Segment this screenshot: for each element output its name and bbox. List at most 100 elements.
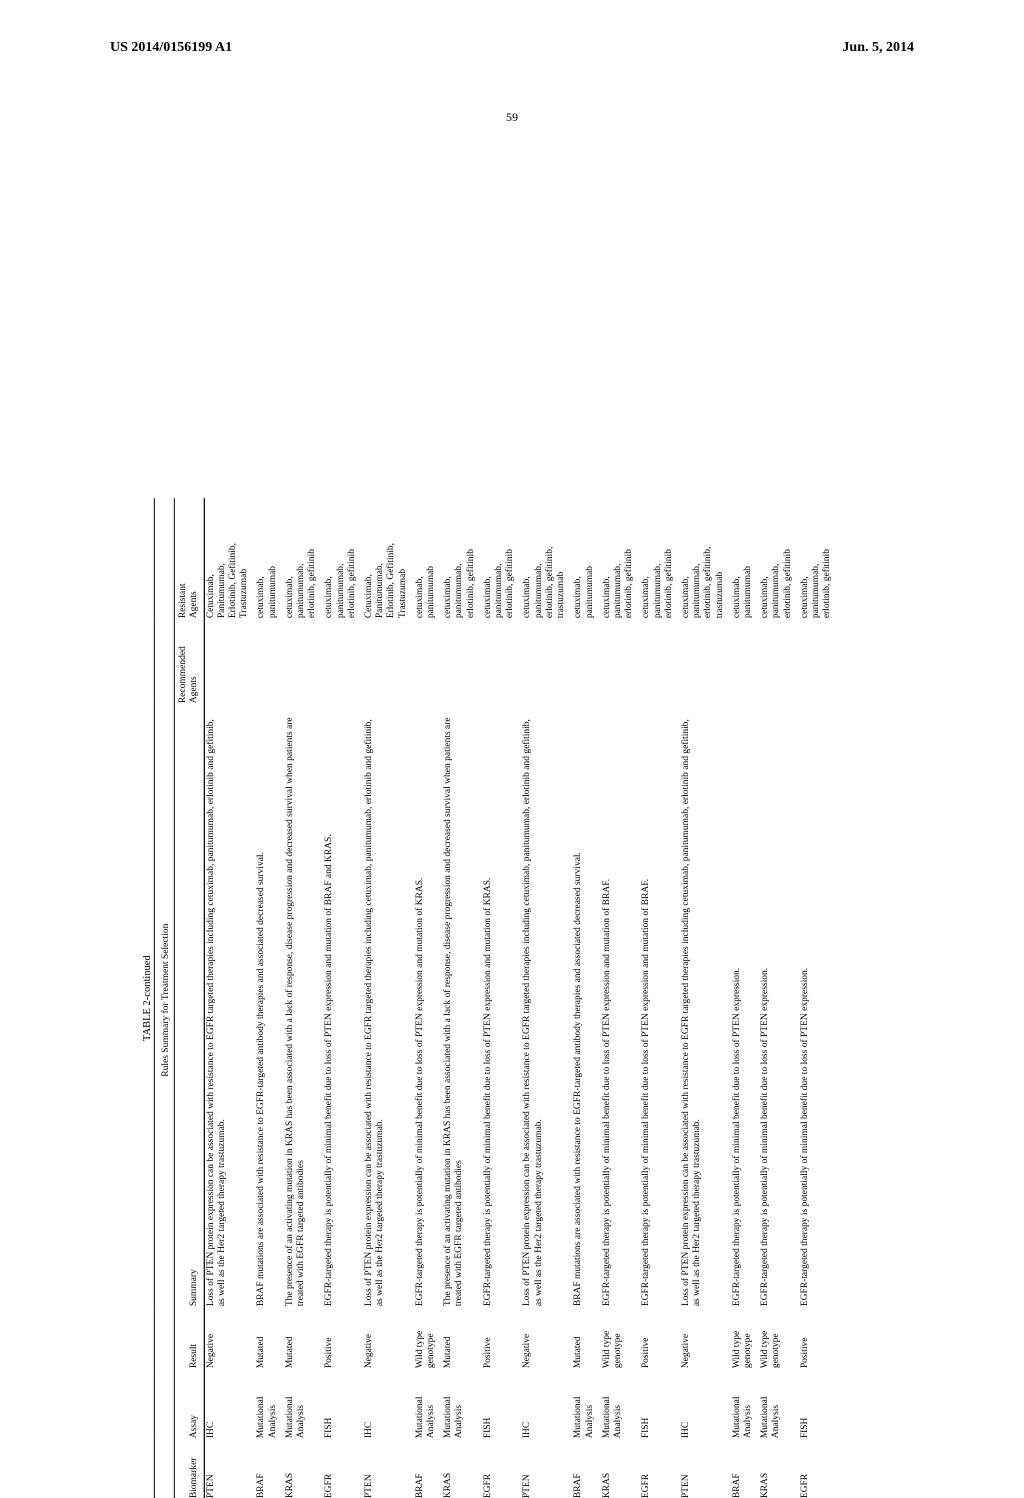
cell-biomarker: EGFR (323, 1438, 363, 1498)
cell-biomarker: PTEN (680, 1438, 731, 1498)
table-row: BRAFMutational AnalysisWild type genotyp… (731, 498, 759, 1498)
cell-summary: BRAF mutations are associated with resis… (255, 703, 283, 1306)
cell-summary: EGFR-targeted therapy is potentially of … (323, 703, 363, 1306)
cell-summary: The presence of an activating mutation i… (442, 703, 482, 1306)
cell-result: Mutated (284, 1306, 324, 1368)
cell-result: Positive (482, 1306, 522, 1368)
cell-resistant: cetuximab, panitumumab, erlotinib, gefit… (284, 498, 324, 618)
cell-resistant: cetuximab, panitumumab, erlotinib, gefit… (442, 498, 482, 618)
cell-recommended (363, 618, 414, 703)
cell-biomarker: PTEN (204, 1438, 255, 1498)
col-header-recommended: Recommended Agents (175, 618, 204, 703)
cell-assay: IHC (680, 1368, 731, 1438)
table-row: EGFRFISHPositiveEGFR-targeted therapy is… (323, 498, 363, 1498)
cell-assay: Mutational Analysis (601, 1368, 641, 1438)
cell-recommended (601, 618, 641, 703)
cell-result: Positive (799, 1306, 839, 1368)
cell-result: Negative (363, 1306, 414, 1368)
page-number: 59 (0, 110, 1024, 125)
cell-summary: EGFR-targeted therapy is potentially of … (414, 703, 442, 1306)
cell-recommended (414, 618, 442, 703)
header-right: Jun. 5, 2014 (842, 40, 914, 56)
cell-result: Negative (521, 1306, 572, 1368)
table-row: BRAFMutational AnalysisWild type genotyp… (414, 498, 442, 1498)
cell-resistant: cetuximab, panitumumab (255, 498, 283, 618)
table-row: BRAFMutational AnalysisMutatedBRAF mutat… (255, 498, 283, 1498)
cell-result: Mutated (255, 1306, 283, 1368)
cell-assay: FISH (799, 1368, 839, 1438)
cell-summary: EGFR-targeted therapy is potentially of … (601, 703, 641, 1306)
cell-assay: Mutational Analysis (255, 1368, 283, 1438)
table-row: PTENIHCNegativeLoss of PTEN protein expr… (680, 498, 731, 1498)
cell-recommended (204, 618, 255, 703)
cell-resistant: cetuximab, panitumumab, erlotinib, gefit… (601, 498, 641, 618)
cell-summary: EGFR-targeted therapy is potentially of … (482, 703, 522, 1306)
cell-summary: Loss of PTEN protein expression can be a… (680, 703, 731, 1306)
cell-recommended (255, 618, 283, 703)
cell-result: Mutated (572, 1306, 600, 1368)
cell-assay: Mutational Analysis (572, 1368, 600, 1438)
col-header-summary: Summary (175, 703, 204, 1306)
cell-summary: EGFR-targeted therapy is potentially of … (799, 703, 839, 1306)
cell-summary: EGFR-targeted therapy is potentially of … (759, 703, 799, 1306)
cell-assay: FISH (323, 1368, 363, 1438)
cell-recommended (284, 618, 324, 703)
cell-biomarker: EGFR (799, 1438, 839, 1498)
col-header-assay: Assay (175, 1368, 204, 1438)
cell-resistant: cetuximab, panitumumab, erlotinib, gefit… (640, 498, 680, 618)
cell-biomarker: KRAS (442, 1438, 482, 1498)
table-row: EGFRFISHPositiveEGFR-targeted therapy is… (482, 498, 522, 1498)
cell-assay: Mutational Analysis (442, 1368, 482, 1438)
cell-biomarker: KRAS (759, 1438, 799, 1498)
cell-assay: Mutational Analysis (414, 1368, 442, 1438)
cell-recommended (442, 618, 482, 703)
header-left: US 2014/0156199 A1 (110, 40, 232, 56)
table-row: PTENIHCNegativeLoss of PTEN protein expr… (363, 498, 414, 1498)
cell-result: Wild type genotype (731, 1306, 759, 1368)
cell-assay: Mutational Analysis (731, 1368, 759, 1438)
cell-biomarker: BRAF (572, 1438, 600, 1498)
table-header-row: Biomarker Assay Result Summary Recommend… (175, 498, 204, 1498)
cell-biomarker: BRAF (731, 1438, 759, 1498)
cell-resistant: cetuximab, panitumumab (414, 498, 442, 618)
cell-result: Negative (204, 1306, 255, 1368)
cell-assay: FISH (640, 1368, 680, 1438)
table-row: PTENIHCNegativeLoss of PTEN protein expr… (204, 498, 255, 1498)
cell-recommended (759, 618, 799, 703)
table-continuation-title: TABLE 2-continued (142, 498, 153, 1498)
cell-resistant: cetuximab, panitumumab, erlotinib, gefit… (759, 498, 799, 618)
table-row: EGFRFISHPositiveEGFR-targeted therapy is… (799, 498, 839, 1498)
cell-biomarker: BRAF (414, 1438, 442, 1498)
cell-recommended (323, 618, 363, 703)
cell-resistant: Cetuximab, Panitumumab, Erlotinib, Gefit… (204, 498, 255, 618)
table-row: BRAFMutational AnalysisMutatedBRAF mutat… (572, 498, 600, 1498)
cell-biomarker: BRAF (255, 1438, 283, 1498)
cell-recommended (640, 618, 680, 703)
cell-assay: IHC (521, 1368, 572, 1438)
cell-result: Mutated (442, 1306, 482, 1368)
cell-biomarker: KRAS (284, 1438, 324, 1498)
cell-result: Wild type genotype (759, 1306, 799, 1368)
cell-recommended (680, 618, 731, 703)
cell-recommended (521, 618, 572, 703)
cell-summary: EGFR-targeted therapy is potentially of … (731, 703, 759, 1306)
rules-summary-table: Rules Summary for Treatment Selection Bi… (154, 498, 838, 1498)
cell-biomarker: PTEN (521, 1438, 572, 1498)
cell-result: Wild type genotype (414, 1306, 442, 1368)
table-row: KRASMutational AnalysisWild type genotyp… (759, 498, 799, 1498)
cell-recommended (731, 618, 759, 703)
rotated-content: TABLE 2-continued Rules Summary for Trea… (142, 498, 838, 1498)
cell-summary: Loss of PTEN protein expression can be a… (521, 703, 572, 1306)
cell-resistant: cetuximab, panitumumab, erlotinib, gefit… (799, 498, 839, 618)
cell-summary: EGFR-targeted therapy is potentially of … (640, 703, 680, 1306)
table-row: PTENIHCNegativeLoss of PTEN protein expr… (521, 498, 572, 1498)
cell-resistant: cetuximab, panitumumab, erlotinib, gefit… (323, 498, 363, 618)
cell-assay: Mutational Analysis (284, 1368, 324, 1438)
cell-result: Positive (640, 1306, 680, 1368)
cell-result: Positive (323, 1306, 363, 1368)
cell-recommended (799, 618, 839, 703)
cell-resistant: Cetuximab, Panitumumab, Erlotinib, Gefit… (363, 498, 414, 618)
cell-biomarker: EGFR (640, 1438, 680, 1498)
cell-biomarker: KRAS (601, 1438, 641, 1498)
cell-assay: IHC (363, 1368, 414, 1438)
